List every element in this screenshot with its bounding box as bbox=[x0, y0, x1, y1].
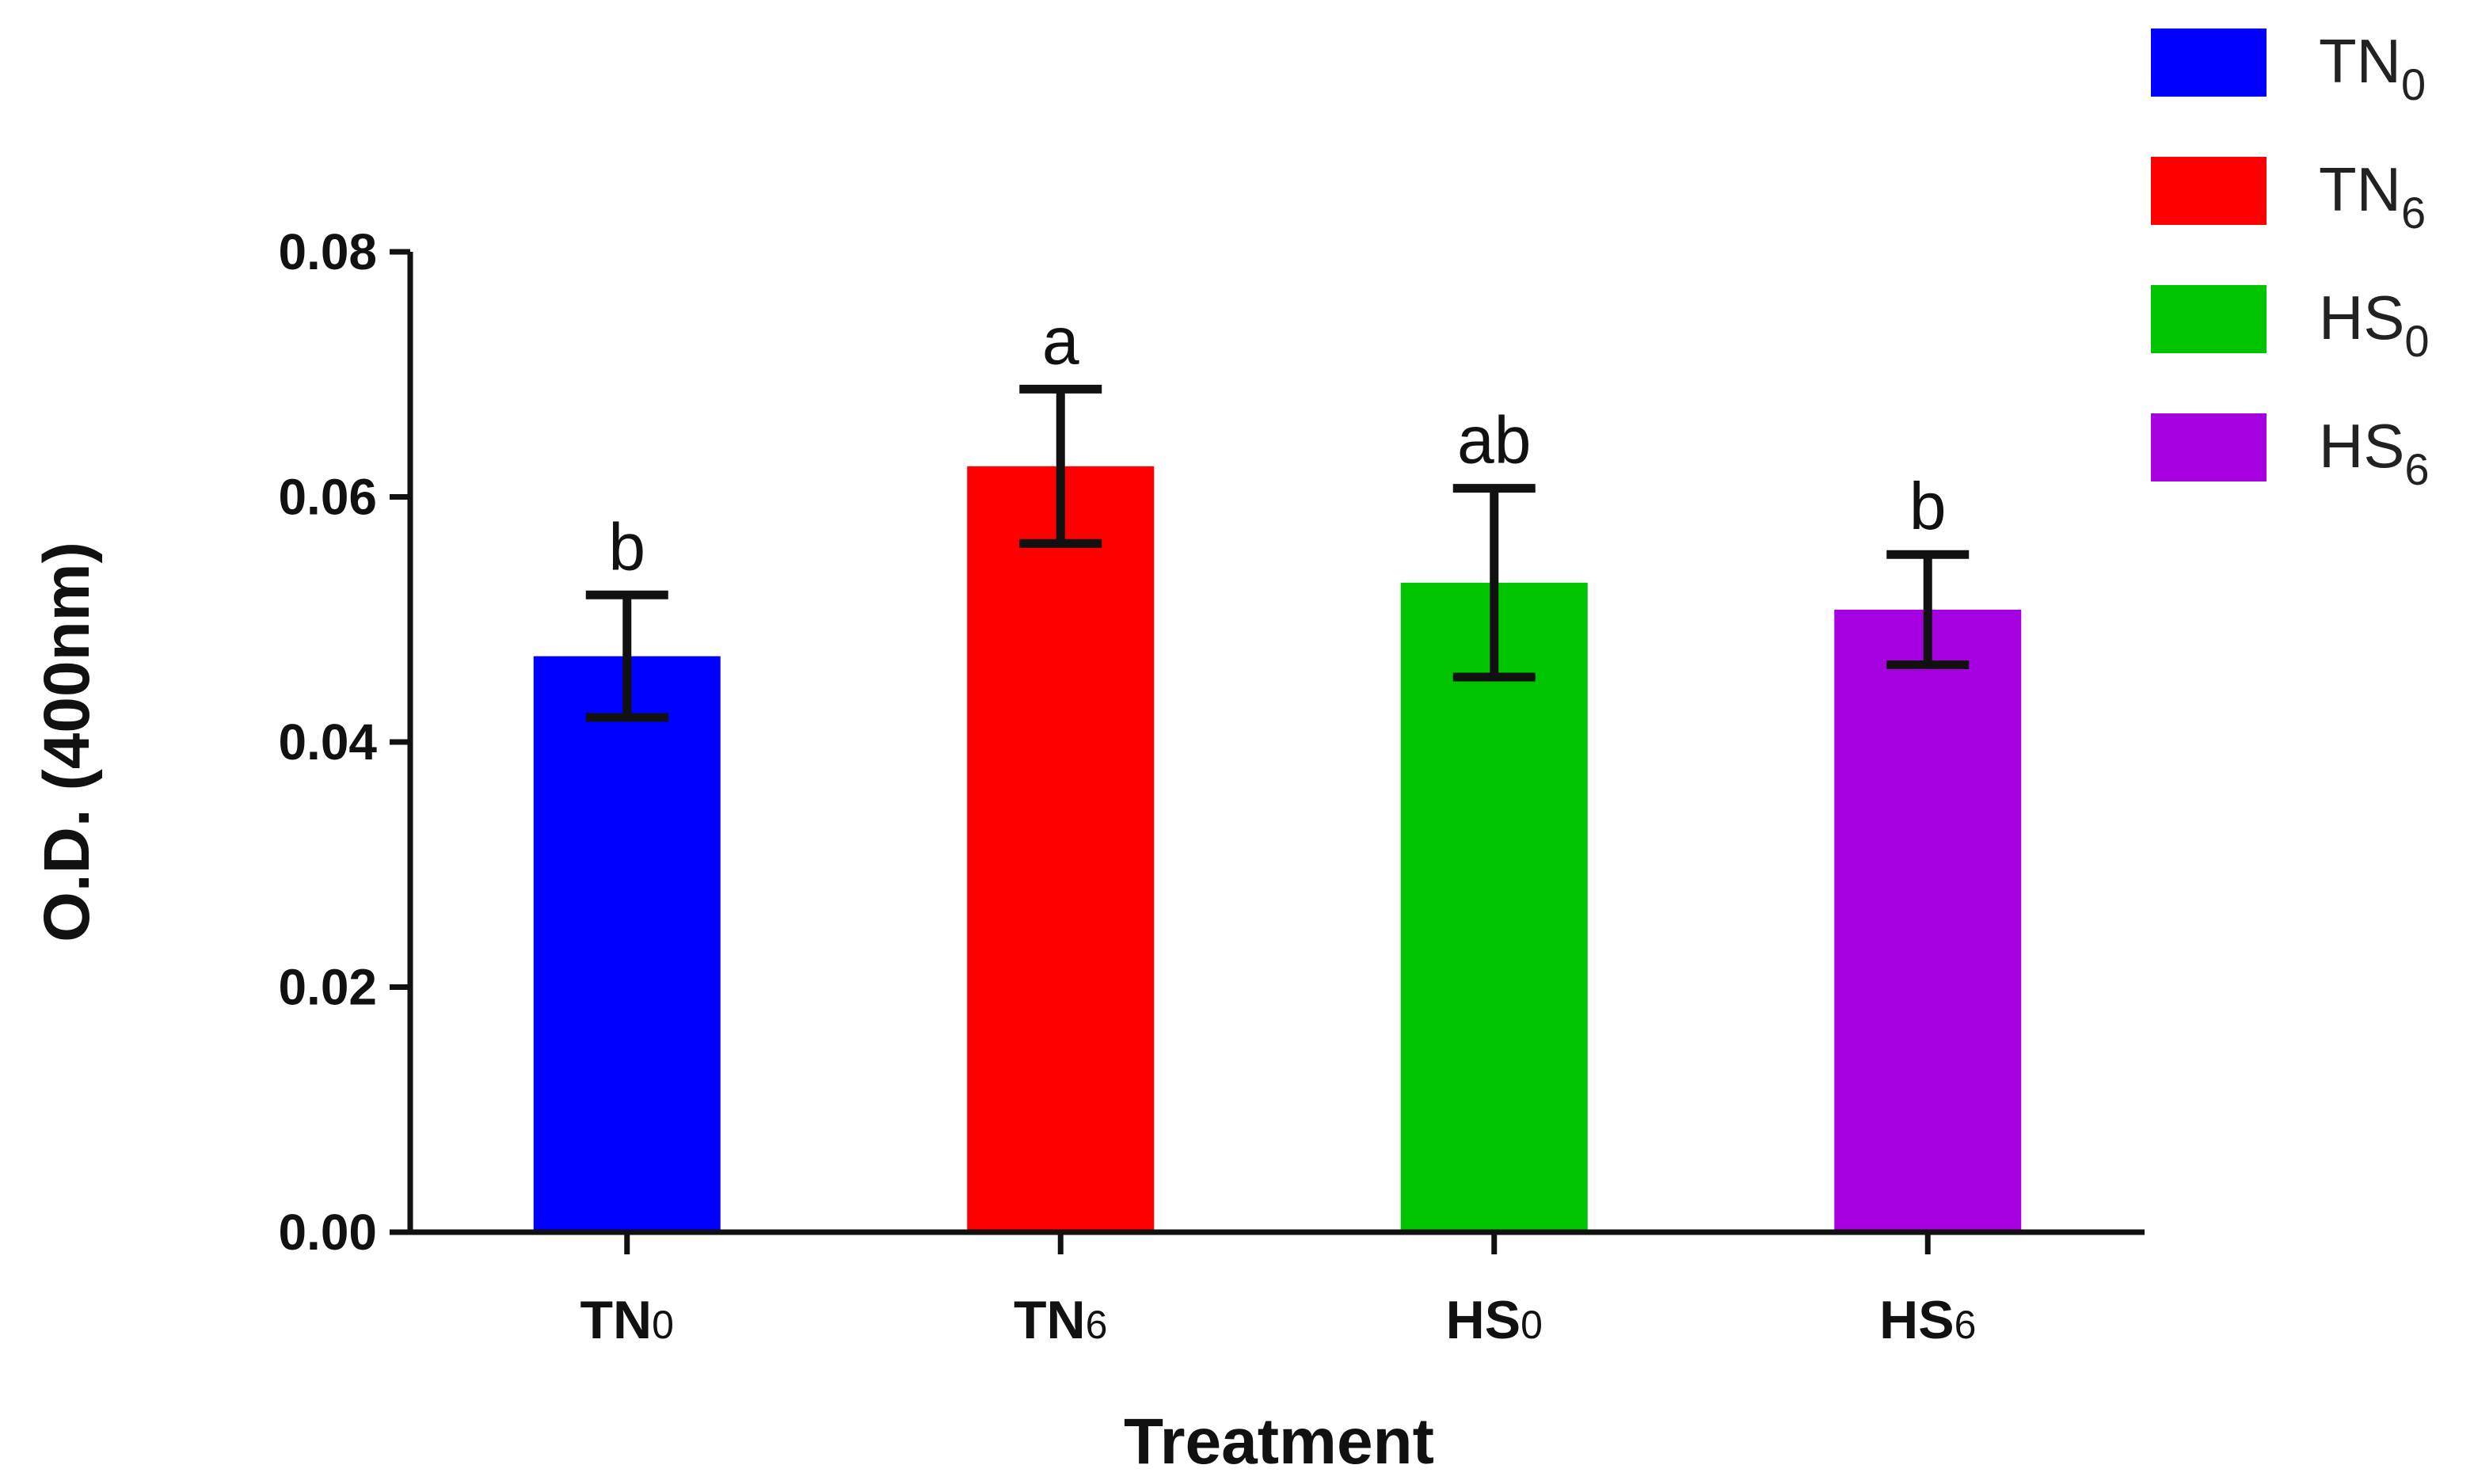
legend-swatch bbox=[2151, 413, 2267, 481]
x-tick-label-base: HS bbox=[1879, 1290, 1954, 1350]
legend-swatch bbox=[2151, 29, 2267, 97]
bar-hs0 bbox=[1400, 582, 1588, 1232]
y-tick-label: 0.06 bbox=[278, 469, 377, 526]
legend-label-base: TN bbox=[2319, 154, 2401, 224]
x-ticks-group: TN0 TN6 HS0 HS6 bbox=[580, 1232, 1976, 1350]
legend-label-base: HS bbox=[2319, 283, 2404, 352]
bars-group bbox=[533, 466, 2022, 1232]
y-tick-label: 0.08 bbox=[278, 223, 377, 280]
legend-label: HS6 bbox=[2319, 411, 2430, 494]
significance-label: ab bbox=[1457, 403, 1531, 478]
legend-label: TN6 bbox=[2319, 154, 2426, 238]
bar-tn6 bbox=[967, 466, 1155, 1232]
legend-label-sub: 0 bbox=[2404, 316, 2429, 366]
legend-swatch bbox=[2151, 157, 2267, 225]
y-tick-label: 0.00 bbox=[278, 1204, 377, 1261]
bar-hs6 bbox=[1834, 609, 2022, 1232]
significance-label: a bbox=[1042, 303, 1079, 378]
legend-swatch bbox=[2151, 285, 2267, 353]
x-tick-label: TN0 bbox=[580, 1290, 674, 1350]
x-tick-label: HS0 bbox=[1446, 1290, 1543, 1350]
x-tick-label: HS6 bbox=[1879, 1290, 1976, 1350]
y-axis-title: O.D. (400nm) bbox=[31, 542, 103, 942]
legend-label-sub: 6 bbox=[2401, 188, 2426, 238]
legend-label: TN0 bbox=[2319, 26, 2426, 109]
bar-tn0 bbox=[533, 656, 721, 1232]
x-tick-label-sub: 0 bbox=[652, 1303, 674, 1347]
error-bars-group bbox=[585, 384, 1970, 722]
x-tick-label-sub: 0 bbox=[1521, 1303, 1543, 1347]
y-tick-label: 0.02 bbox=[278, 959, 377, 1016]
significance-label: b bbox=[608, 509, 645, 584]
y-ticks-group: 0.00 0.02 0.04 0.06 0.08 bbox=[278, 223, 410, 1261]
legend-label-base: TN bbox=[2319, 26, 2401, 96]
x-axis-title: Treatment bbox=[1124, 1406, 1434, 1478]
x-tick-label-sub: 6 bbox=[1954, 1303, 1977, 1347]
legend-label-sub: 0 bbox=[2401, 59, 2426, 109]
y-tick-label: 0.04 bbox=[278, 713, 377, 771]
x-tick-label-sub: 6 bbox=[1086, 1303, 1108, 1347]
significance-labels-group: b a ab b bbox=[608, 303, 1946, 584]
legend-label-sub: 6 bbox=[2404, 444, 2429, 494]
x-tick-label-base: TN bbox=[1014, 1290, 1086, 1350]
legend-label-base: HS bbox=[2319, 411, 2404, 481]
legend-label: HS0 bbox=[2319, 283, 2430, 366]
x-tick-label-base: TN bbox=[580, 1290, 653, 1350]
significance-label: b bbox=[1909, 469, 1947, 543]
x-tick-label-base: HS bbox=[1446, 1290, 1521, 1350]
x-tick-label: TN6 bbox=[1014, 1290, 1107, 1350]
